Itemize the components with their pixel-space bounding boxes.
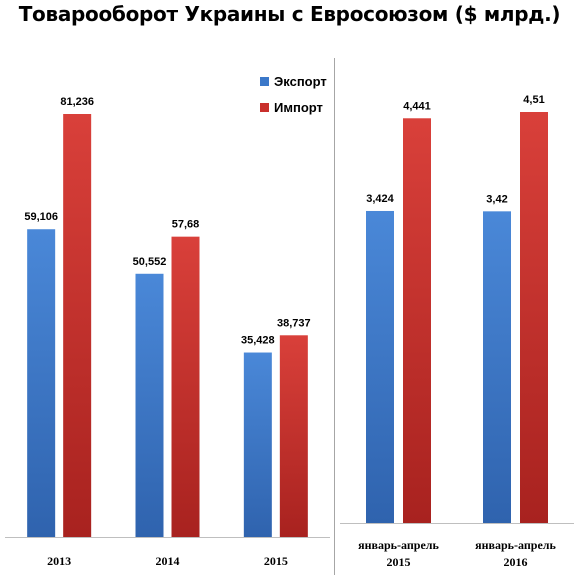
bar-import (279, 335, 308, 537)
chart-title: Товарооборот Украины с Евросоюзом ($ млр… (18, 2, 561, 26)
legend-item-export: Экспорт (260, 68, 327, 94)
category-label: 2015 (264, 554, 288, 568)
data-label: 81,236 (60, 96, 94, 108)
legend: Экспорт Импорт (260, 68, 327, 120)
legend-label-export: Экспорт (274, 73, 327, 89)
data-label: 4,51 (523, 94, 544, 106)
category-label: январь-апрель (475, 538, 556, 552)
data-label: 3,424 (366, 193, 394, 205)
data-label: 57,68 (172, 219, 200, 231)
bar-import (520, 112, 548, 523)
legend-swatch-import (260, 102, 269, 112)
legend-swatch-export (260, 76, 269, 86)
bar-import (63, 114, 92, 537)
data-label: 4,441 (403, 100, 431, 112)
bar-export (27, 229, 56, 537)
bar-export (483, 211, 511, 524)
category-label: 2016 (504, 555, 528, 569)
category-label: 2014 (156, 554, 180, 568)
data-label: 35,428 (241, 335, 275, 347)
legend-item-import: Импорт (260, 94, 327, 120)
bar-export (135, 273, 164, 537)
category-label: январь-апрель (358, 538, 439, 552)
bar-import (403, 118, 431, 523)
bar-export (366, 210, 394, 523)
data-label: 38,737 (277, 317, 311, 329)
bar-export (243, 352, 272, 537)
data-label: 50,552 (133, 256, 167, 268)
bar-import (171, 236, 200, 537)
data-label: 59,106 (24, 211, 58, 223)
category-label: 2015 (387, 555, 411, 569)
legend-label-import: Импорт (274, 99, 323, 115)
data-label: 3,42 (486, 193, 507, 205)
category-label: 2013 (47, 554, 71, 568)
